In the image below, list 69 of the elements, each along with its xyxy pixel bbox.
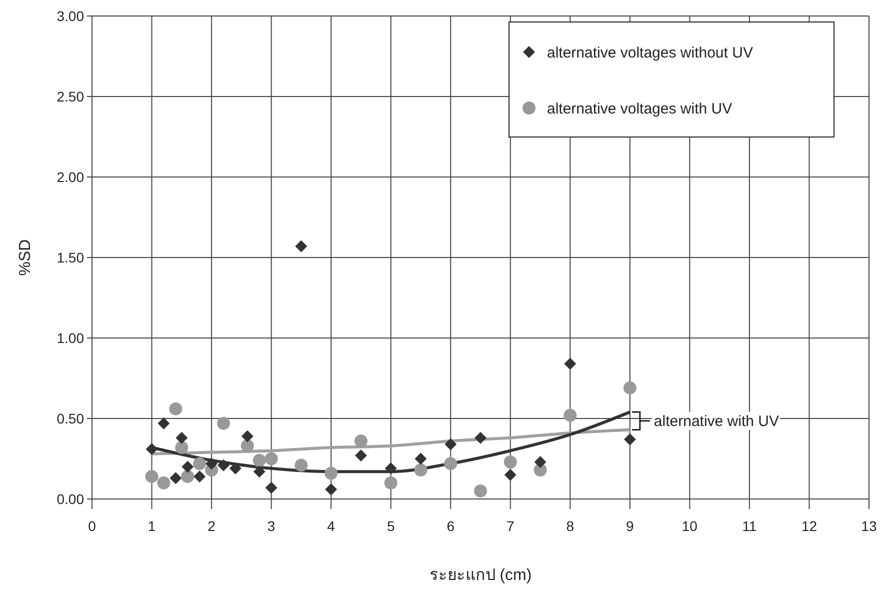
point [217,459,230,472]
x-axis-title: ระยะแกป (cm) [429,567,532,584]
point [444,457,458,470]
point [384,462,397,474]
point [295,240,308,252]
x-tick-label: 13 [861,518,877,534]
point [294,458,308,472]
point [216,416,230,430]
y-tick-label: 0.50 [56,410,84,426]
point [623,381,636,394]
point [264,452,278,466]
x-tick-label: 10 [682,518,698,534]
point [145,470,158,483]
point [193,457,206,470]
point [384,476,398,490]
point [325,483,338,496]
point [414,464,428,477]
point [175,440,188,454]
legend-label: alternative voltages without UV [547,44,753,62]
x-tick-label: 3 [267,518,276,534]
point [534,456,546,468]
point [504,455,517,468]
point [354,434,368,448]
point [240,439,254,452]
point [354,450,367,462]
point [206,458,218,470]
y-tick-label: 2.00 [56,168,84,185]
point [414,452,427,465]
x-tick-label: 8 [566,518,574,534]
x-tick-label: 7 [506,518,514,534]
point [253,466,266,478]
point [182,460,194,473]
point [158,417,170,430]
point [241,430,254,442]
point [564,408,577,422]
point [176,432,188,444]
x-tick-label: 2 [208,518,216,534]
y-tick-label: 2.50 [56,88,84,104]
point [474,484,487,498]
point [170,472,182,484]
point [169,402,182,416]
annotation: alternative with UV [654,413,779,430]
point [624,433,636,446]
y-axis-title: %SD [17,239,34,276]
x-tick-label: 9 [626,518,634,534]
point [474,432,486,444]
x-tick-label: 11 [742,518,757,534]
point [157,476,170,490]
point [265,482,278,494]
y-tick-label: 1.00 [56,330,84,346]
point [252,454,266,467]
point [504,468,516,481]
x-tick-label: 0 [88,518,96,534]
point [146,443,158,456]
x-tick-label: 6 [446,518,455,534]
y-tick-label: 0.00 [56,490,84,507]
point [444,438,457,450]
point [564,358,576,370]
x-tick-label: 1 [148,518,156,534]
x-tick-label: 5 [386,518,395,534]
legend-label: alternative voltages with UV [547,100,732,118]
point [194,470,206,482]
point [324,466,338,480]
y-tick-label: 3.00 [56,8,84,24]
x-tick-label: 4 [327,518,336,534]
point [229,462,242,474]
point [181,470,194,483]
y-tick-label: 1.50 [56,249,84,266]
x-tick-label: 12 [801,518,818,534]
